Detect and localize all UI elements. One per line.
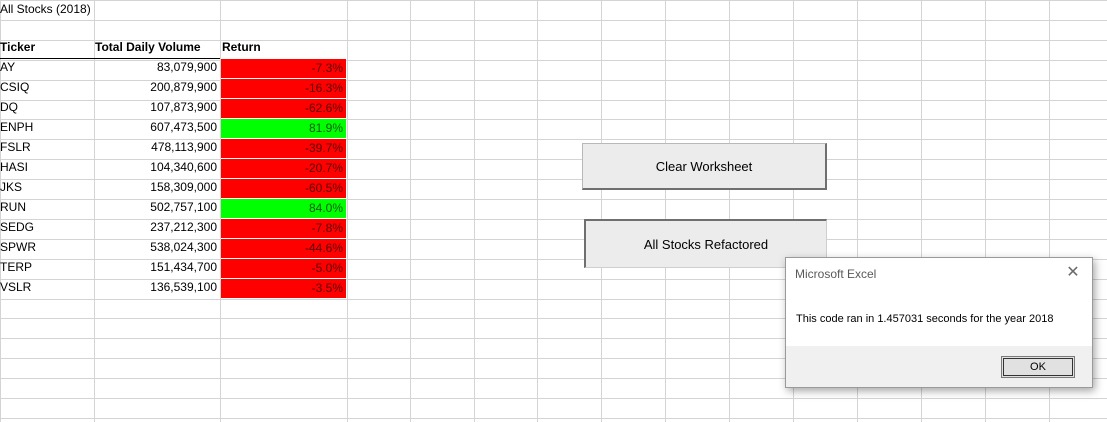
return-cell[interactable]: -16.3% <box>221 79 346 98</box>
volume-cell[interactable]: 151,434,700 <box>150 260 217 274</box>
header-volume[interactable]: Total Daily Volume <box>95 40 201 54</box>
return-cell[interactable]: -44.6% <box>221 239 346 258</box>
ticker-cell[interactable]: AY <box>0 60 16 74</box>
header-ticker[interactable]: Ticker <box>0 40 36 54</box>
volume-cell[interactable]: 200,879,900 <box>150 80 217 94</box>
dialog-message: This code ran in 1.457031 seconds for th… <box>796 313 1054 325</box>
ok-button[interactable]: OK <box>1001 356 1075 378</box>
volume-cell[interactable]: 136,539,100 <box>150 280 217 294</box>
header-return[interactable]: Return <box>222 40 261 54</box>
return-cell[interactable]: -39.7% <box>221 139 346 158</box>
return-cell[interactable]: -7.3% <box>221 59 346 78</box>
ticker-cell[interactable]: ENPH <box>0 120 34 134</box>
clear-worksheet-button[interactable]: Clear Worksheet <box>582 143 827 190</box>
sheet-title[interactable]: All Stocks (2018) <box>0 2 91 16</box>
return-cell[interactable]: 81.9% <box>221 119 346 138</box>
ticker-cell[interactable]: FSLR <box>0 140 31 154</box>
ticker-cell[interactable]: TERP <box>0 260 33 274</box>
volume-cell[interactable]: 502,757,100 <box>150 200 217 214</box>
ticker-cell[interactable]: CSIQ <box>0 80 30 94</box>
return-cell[interactable]: -20.7% <box>221 159 346 178</box>
dialog-title: Microsoft Excel <box>795 267 877 281</box>
volume-cell[interactable]: 83,079,900 <box>156 60 217 74</box>
volume-cell[interactable]: 237,212,300 <box>150 220 217 234</box>
dialog-footer: OK <box>786 346 1092 387</box>
ticker-cell[interactable]: SPWR <box>0 240 36 254</box>
volume-cell[interactable]: 538,024,300 <box>150 240 217 254</box>
volume-cell[interactable]: 607,473,500 <box>150 120 217 134</box>
volume-cell[interactable]: 107,873,900 <box>150 100 217 114</box>
return-cell[interactable]: -60.5% <box>221 179 346 198</box>
ticker-cell[interactable]: HASI <box>0 160 29 174</box>
return-cell[interactable]: 84.0% <box>221 199 346 218</box>
message-dialog: Microsoft Excel ✕ This code ran in 1.457… <box>785 257 1093 388</box>
close-icon[interactable]: ✕ <box>1066 264 1080 281</box>
ticker-cell[interactable]: SEDG <box>0 220 35 234</box>
return-cell[interactable]: -62.6% <box>221 99 346 118</box>
volume-cell[interactable]: 478,113,900 <box>151 140 217 154</box>
ticker-cell[interactable]: RUN <box>0 200 26 214</box>
return-cell[interactable]: -3.5% <box>221 279 346 298</box>
return-cell[interactable]: -7.8% <box>221 219 346 238</box>
ticker-cell[interactable]: VSLR <box>0 280 32 294</box>
volume-cell[interactable]: 158,309,000 <box>150 180 217 194</box>
ticker-cell[interactable]: JKS <box>0 180 23 194</box>
return-cell[interactable]: -5.0% <box>221 259 346 278</box>
ticker-cell[interactable]: DQ <box>0 100 18 114</box>
volume-cell[interactable]: 104,340,600 <box>150 160 217 174</box>
